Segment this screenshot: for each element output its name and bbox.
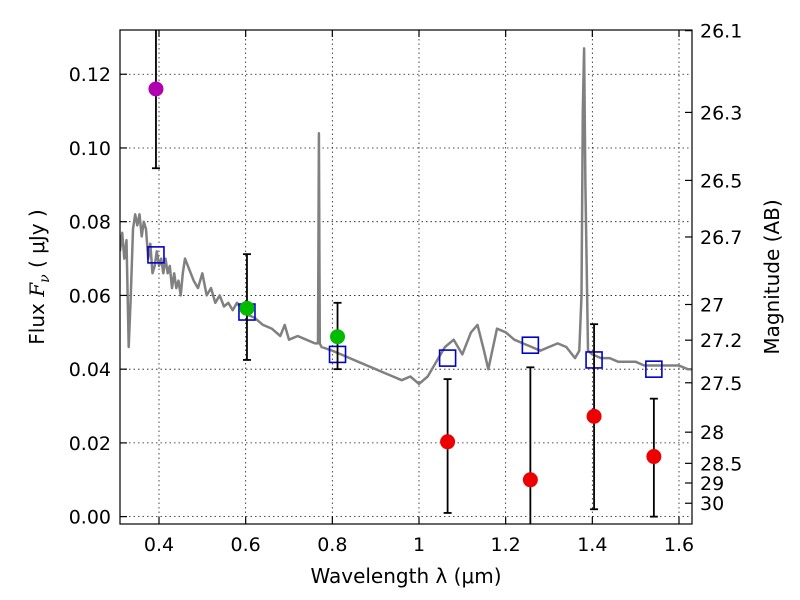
x-tick-label: 1 <box>413 534 425 556</box>
observed-point <box>522 472 538 488</box>
y2-tick-label: 26.5 <box>700 170 742 192</box>
model-photometry-squares <box>147 246 663 378</box>
y2-tick-label: 27 <box>700 294 724 316</box>
model-square <box>438 349 457 367</box>
y-tick-label: 0.04 <box>69 359 111 381</box>
observed-point <box>148 81 164 97</box>
y2-tick-label: 30 <box>700 493 724 515</box>
plot-frame <box>119 29 693 525</box>
y2-tick-label: 26.3 <box>700 102 742 124</box>
y2-tick-label: 27.5 <box>700 373 742 395</box>
y-tick-label: 0.00 <box>69 507 111 529</box>
y-tick-label: 0.08 <box>69 212 111 234</box>
x-tick-label: 0.6 <box>231 534 261 556</box>
y2-axis-label: Magnitude (AB) <box>760 199 784 354</box>
observed-point <box>586 408 602 424</box>
y-axis-ticks: 0.00 0.02 0.04 0.06 0.08 0.10 0.12 <box>69 64 127 529</box>
y-tick-label: 0.02 <box>69 433 111 455</box>
observed-points <box>148 81 662 488</box>
observed-point <box>646 449 662 465</box>
x-tick-label: 1.6 <box>664 534 694 556</box>
y-axis-label: Flux Fν ( μJy ) <box>25 209 53 344</box>
x-axis-label: Wavelength λ (μm) <box>310 564 501 588</box>
grid-lines <box>120 30 692 524</box>
model-spectrum-line <box>120 47 692 386</box>
model-square <box>645 360 663 378</box>
y2-tick-label: 28.5 <box>700 453 742 475</box>
x-tick-label: 1.4 <box>577 534 607 556</box>
y2-tick-label: 29 <box>700 473 724 495</box>
model-square <box>147 246 165 264</box>
x-tick-label: 0.4 <box>144 534 174 556</box>
y2-tick-label: 26.7 <box>700 227 742 249</box>
observed-point <box>440 434 456 450</box>
model-square <box>521 336 540 355</box>
observed-point <box>239 300 255 316</box>
x-tick-label: 0.8 <box>317 534 347 556</box>
observed-point <box>330 329 346 345</box>
y-tick-label: 0.12 <box>69 64 111 86</box>
y2-tick-label: 26.1 <box>700 21 742 43</box>
x-axis-ticks: 0.4 0.6 0.8 1 1.2 1.4 1.6 <box>144 30 694 556</box>
y2-tick-label: 27.2 <box>700 330 742 352</box>
x-tick-label: 1.2 <box>491 534 521 556</box>
y-tick-label: 0.10 <box>69 138 111 160</box>
y2-tick-label: 28 <box>700 422 724 444</box>
y-tick-label: 0.06 <box>69 285 111 307</box>
